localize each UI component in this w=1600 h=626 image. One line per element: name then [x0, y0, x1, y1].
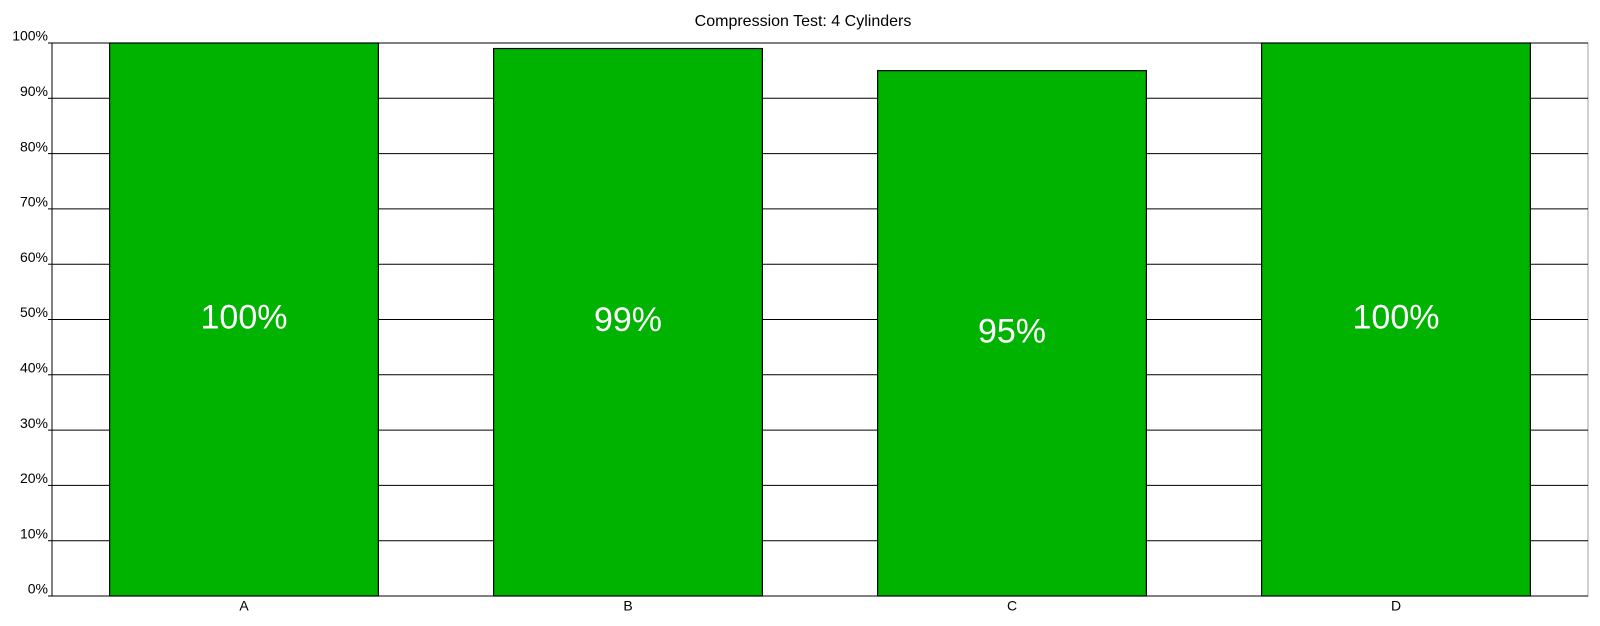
- y-tick-label: 70%: [20, 194, 48, 210]
- chart-title: Compression Test: 4 Cylinders: [695, 13, 912, 30]
- value-label: 95%: [978, 312, 1046, 350]
- y-tick-label: 100%: [12, 28, 48, 44]
- y-tick-label: 50%: [20, 304, 48, 320]
- y-tick-label: 90%: [20, 83, 48, 99]
- y-tick-label: 40%: [20, 360, 48, 376]
- y-tick-label: 0%: [28, 581, 48, 597]
- bar: [493, 47, 763, 597]
- y-tick-label: 10%: [20, 525, 48, 541]
- y-tick-label: 30%: [20, 415, 48, 431]
- bar: [876, 70, 1147, 597]
- y-tick-label: 80%: [20, 138, 48, 154]
- bar: [1260, 42, 1531, 597]
- bar: [108, 42, 379, 597]
- value-label: 100%: [201, 298, 288, 336]
- value-label: 99%: [594, 301, 662, 339]
- x-tick-label: C: [1007, 598, 1017, 614]
- x-tick-label: A: [239, 598, 249, 614]
- x-tick-label: D: [1391, 598, 1401, 614]
- y-tick-label: 60%: [20, 249, 48, 265]
- y-tick-label: 20%: [20, 470, 48, 486]
- x-tick-label: B: [623, 598, 632, 614]
- value-label: 100%: [1353, 298, 1440, 336]
